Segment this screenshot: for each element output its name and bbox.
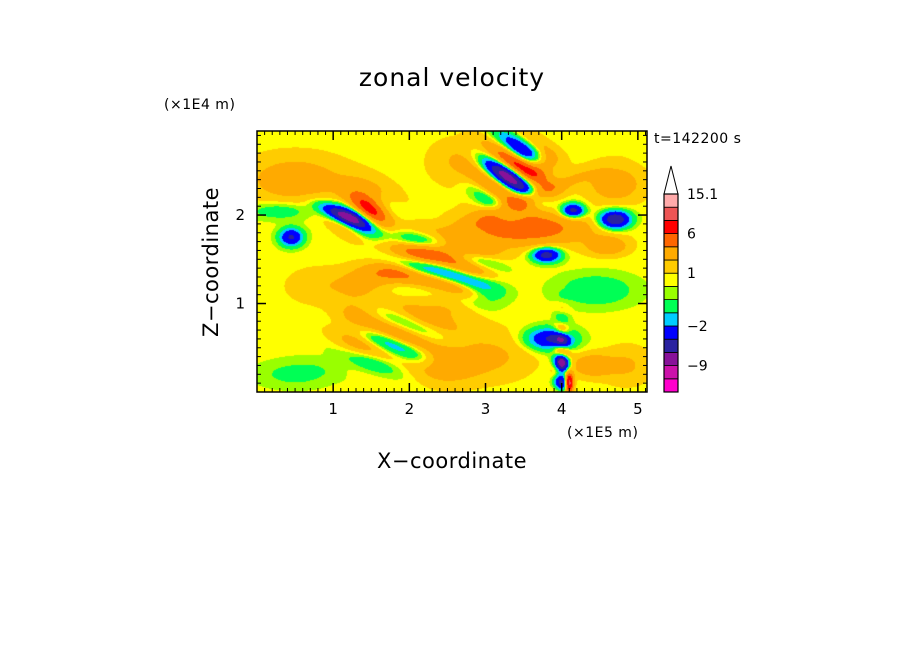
colorbar-bin [663, 299, 679, 314]
y-tick-label: 2 [235, 206, 245, 224]
colorbar-bin [663, 233, 679, 248]
colorbar-bin [663, 365, 679, 380]
colorbar-bin [663, 325, 679, 340]
colorbar-bin [663, 378, 679, 393]
colorbar-bin [663, 259, 679, 274]
contour-field [257, 131, 647, 392]
colorbar-label: 15.1 [687, 187, 718, 203]
y-axis-unit: (×1E4 m) [164, 97, 235, 113]
colorbar-bin [663, 272, 679, 287]
x-axis-unit: (×1E5 m) [567, 425, 638, 441]
plot-frame [256, 130, 648, 393]
colorbar-label: −9 [687, 359, 708, 375]
plot-area: 1 2 3 4 5 1 2 [235, 130, 648, 418]
y-tick-label: 1 [235, 295, 245, 313]
colorbar-bin [663, 285, 679, 300]
tick-labels: 1 2 3 4 5 1 2 [235, 206, 642, 418]
colorbar-frame [663, 193, 679, 393]
x-axis-label: X−coordinate [377, 449, 527, 473]
x-tick-label: 4 [557, 400, 567, 418]
colorbar-bin [663, 193, 679, 208]
y-axis-label: Z−coordinate [199, 187, 223, 337]
chart-title: zonal velocity [359, 63, 545, 92]
colorbar-label: −2 [687, 319, 708, 335]
colorbar-bin [663, 246, 679, 261]
minor-ticks [257, 131, 647, 392]
time-label: t=142200 s [654, 131, 741, 147]
colorbar: 15.1 6 1 −2 −9 [663, 165, 718, 393]
x-tick-label: 2 [405, 400, 415, 418]
colorbar-label: 1 [687, 266, 696, 282]
colorbar-extend-max [663, 165, 679, 195]
x-tick-label: 1 [328, 400, 338, 418]
x-tick-label: 5 [633, 400, 643, 418]
major-ticks [257, 131, 647, 392]
colorbar-bin [663, 312, 679, 327]
colorbar-label: 6 [687, 227, 696, 243]
colorbar-bin [663, 338, 679, 353]
colorbar-bin [663, 351, 679, 366]
x-tick-label: 3 [481, 400, 491, 418]
colorbar-bin [663, 206, 679, 221]
colorbar-bin [663, 219, 679, 234]
